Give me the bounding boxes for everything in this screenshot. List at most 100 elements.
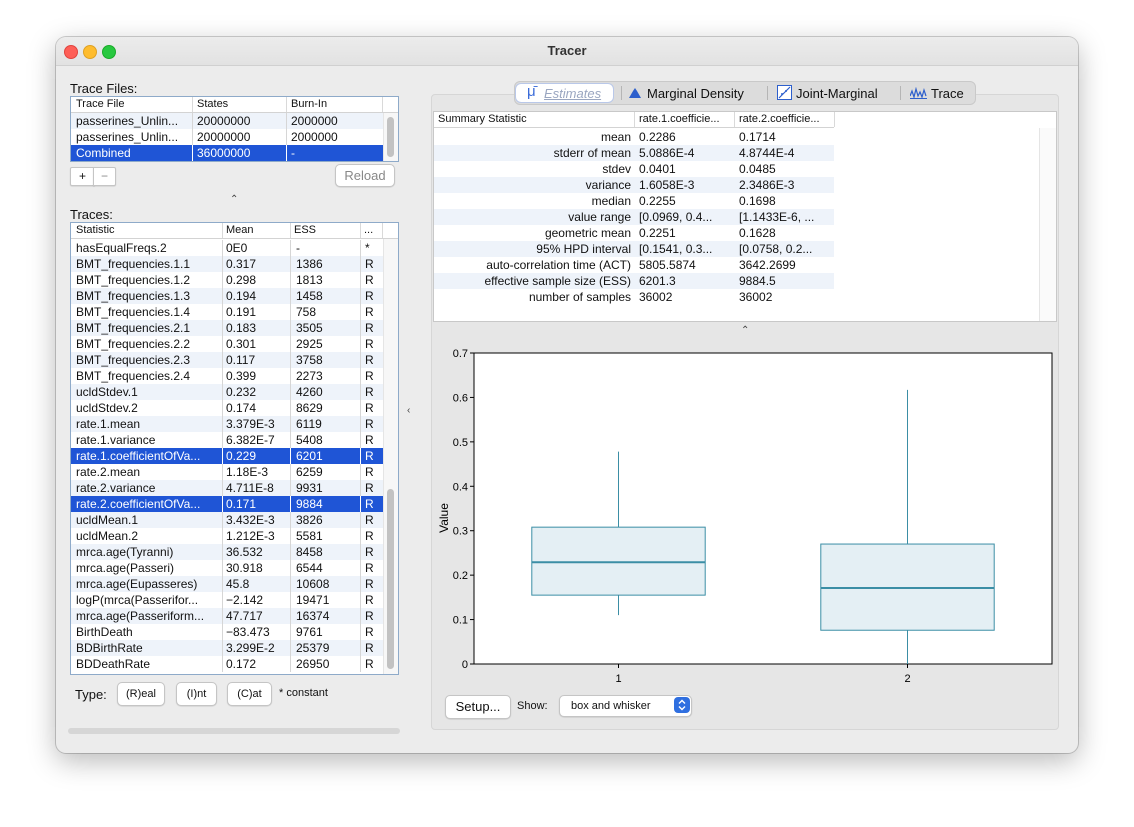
tab-trace-label: Trace	[931, 86, 964, 101]
y-tick-label: 0.6	[453, 392, 468, 404]
summary-splitter-grip-icon[interactable]: ⌃	[741, 325, 750, 336]
trace-row[interactable]: rate.2.mean 1.18E-3 6259 R	[71, 464, 383, 480]
trace-file-row[interactable]: passerines_Unlin... 20000000 2000000	[71, 129, 383, 145]
traces-scrollbar[interactable]	[383, 239, 398, 674]
summary-row: stderr of mean 5.0886E-4 4.8744E-4	[434, 145, 834, 161]
trace-ess: 26950	[296, 657, 330, 671]
add-trace-file-button[interactable]: +	[70, 167, 95, 186]
trace-row[interactable]: BDBirthRate 3.299E-2 25379 R	[71, 640, 383, 656]
trace-file-row[interactable]: Combined 36000000 -	[71, 145, 383, 161]
minimize-window-button[interactable]	[83, 45, 97, 59]
splitter-grip-icon[interactable]: ⌃	[230, 194, 239, 205]
trace-files-scroll-thumb[interactable]	[387, 117, 394, 157]
summary-statistic-column-header[interactable]: Summary Statistic	[438, 113, 527, 125]
trace-row[interactable]: hasEqualFreqs.2 0E0 - *	[71, 240, 383, 256]
mean-column-header[interactable]: Mean	[226, 224, 254, 236]
summary-rate1-value: [0.1541, 0.3...	[639, 242, 713, 256]
tab-marginal-density[interactable]: Marginal Density	[628, 84, 763, 102]
statistic-column-header[interactable]: Statistic	[76, 224, 115, 236]
trace-row[interactable]: BDDeathRate 0.172 26950 R	[71, 656, 383, 672]
remove-trace-file-button[interactable]: −	[93, 167, 116, 186]
summary-statistic-name: stderr of mean	[553, 146, 631, 160]
main-splitter-grip-icon[interactable]: ‹	[407, 405, 411, 416]
ess-column-header[interactable]: ESS	[294, 224, 317, 236]
trace-row[interactable]: BMT_frequencies.1.1 0.317 1386 R	[71, 256, 383, 272]
trace-file-column-header[interactable]: Trace File	[76, 98, 125, 110]
trace-type: R	[365, 577, 374, 591]
trace-files-scrollbar[interactable]	[383, 113, 398, 161]
summary-rate1-value: 0.2255	[639, 194, 676, 208]
show-select[interactable]: box and whisker	[559, 695, 692, 717]
trace-type: R	[365, 593, 374, 607]
trace-row[interactable]: BMT_frequencies.1.4 0.191 758 R	[71, 304, 383, 320]
zoom-window-button[interactable]	[102, 45, 116, 59]
trace-mean: −83.473	[226, 625, 270, 639]
summary-statistic-name: stdev	[602, 162, 631, 176]
trace-mean: 3.299E-2	[226, 641, 275, 655]
trace-type: R	[365, 289, 374, 303]
rate1-column-header[interactable]: rate.1.coefficie...	[639, 113, 720, 125]
traces-scroll-thumb[interactable]	[387, 489, 394, 669]
trace-row[interactable]: logP(mrca(Passerifor... −2.142 19471 R	[71, 592, 383, 608]
trace-ess: 8629	[296, 401, 323, 415]
trace-row[interactable]: mrca.age(Eupasseres) 45.8 10608 R	[71, 576, 383, 592]
trace-row[interactable]: BMT_frequencies.2.2 0.301 2925 R	[71, 336, 383, 352]
int-type-button[interactable]: (I)nt	[176, 682, 217, 706]
trace-type: R	[365, 353, 374, 367]
trace-mean: 0.117	[226, 353, 256, 367]
trace-statistic: ucldMean.2	[76, 529, 139, 543]
trace-row[interactable]: rate.2.variance 4.711E-8 9931 R	[71, 480, 383, 496]
summary-rate1-value: 6201.3	[639, 274, 676, 288]
trace-row[interactable]: mrca.age(Passeriform... 47.717 16374 R	[71, 608, 383, 624]
trace-statistic: hasEqualFreqs.2	[76, 241, 167, 255]
trace-row[interactable]: BMT_frequencies.2.4 0.399 2273 R	[71, 368, 383, 384]
trace-file-name: Combined	[76, 146, 131, 160]
trace-row[interactable]: ucldMean.2 1.212E-3 5581 R	[71, 528, 383, 544]
boxes	[531, 389, 995, 664]
summary-scrollbar[interactable]	[1039, 128, 1056, 321]
trace-mean: −2.142	[226, 593, 264, 607]
trace-type: R	[365, 641, 374, 655]
show-select-value: box and whisker	[571, 700, 651, 712]
cat-type-button[interactable]: (C)at	[227, 682, 272, 706]
trace-row[interactable]: BMT_frequencies.2.3 0.117 3758 R	[71, 352, 383, 368]
trace-row[interactable]: mrca.age(Tyranni) 36.532 8458 R	[71, 544, 383, 560]
trace-row[interactable]: BMT_frequencies.1.2 0.298 1813 R	[71, 272, 383, 288]
type-column-header[interactable]: ...	[364, 224, 374, 236]
burn-in-column-header[interactable]: Burn-In	[291, 98, 328, 110]
trace-statistic: ucldStdev.2	[76, 401, 138, 415]
trace-statistic: mrca.age(Tyranni)	[76, 545, 174, 559]
summary-statistic-name: variance	[585, 178, 631, 192]
tab-estimates[interactable]: μ̄ Estimates	[516, 83, 613, 102]
trace-row[interactable]: BMT_frequencies.1.3 0.194 1458 R	[71, 288, 383, 304]
setup-button[interactable]: Setup...	[445, 695, 511, 719]
traces-header: Statistic Mean ESS ...	[71, 223, 398, 239]
trace-mean: 0.171	[226, 497, 257, 511]
trace-row[interactable]: BMT_frequencies.2.1 0.183 3505 R	[71, 320, 383, 336]
trace-file-row[interactable]: passerines_Unlin... 20000000 2000000	[71, 113, 383, 129]
real-type-button[interactable]: (R)eal	[117, 682, 165, 706]
trace-row[interactable]: BirthDeath −83.473 9761 R	[71, 624, 383, 640]
trace-row[interactable]: ucldStdev.2 0.174 8629 R	[71, 400, 383, 416]
trace-statistic: ucldStdev.1	[76, 385, 138, 399]
trace-ess: 6119	[296, 417, 322, 431]
rate2-column-header[interactable]: rate.2.coefficie...	[739, 113, 820, 125]
trace-row[interactable]: ucldStdev.1 0.232 4260 R	[71, 384, 383, 400]
trace-type: R	[365, 337, 374, 351]
trace-row[interactable]: rate.2.coefficientOfVa... 0.171 9884 R	[71, 496, 383, 512]
trace-row[interactable]: rate.1.coefficientOfVa... 0.229 6201 R	[71, 448, 383, 464]
reload-button[interactable]: Reload	[335, 164, 395, 187]
tab-joint-marginal[interactable]: Joint-Marginal	[777, 84, 892, 102]
states-column-header[interactable]: States	[197, 98, 229, 110]
trace-ess: 10608	[296, 577, 330, 591]
trace-row[interactable]: ucldMean.1 3.432E-3 3826 R	[71, 512, 383, 528]
tab-trace[interactable]: Trace	[909, 84, 972, 102]
trace-row[interactable]: rate.1.mean 3.379E-3 6119 R	[71, 416, 383, 432]
trace-mean: 0E0	[226, 241, 248, 255]
trace-statistic: mrca.age(Passeriform...	[76, 609, 205, 623]
trace-row[interactable]: rate.1.variance 6.382E-7 5408 R	[71, 432, 383, 448]
trace-row[interactable]: mrca.age(Passeri) 30.918 6544 R	[71, 560, 383, 576]
left-panel-scrollbar[interactable]	[68, 728, 400, 734]
close-window-button[interactable]	[64, 45, 78, 59]
